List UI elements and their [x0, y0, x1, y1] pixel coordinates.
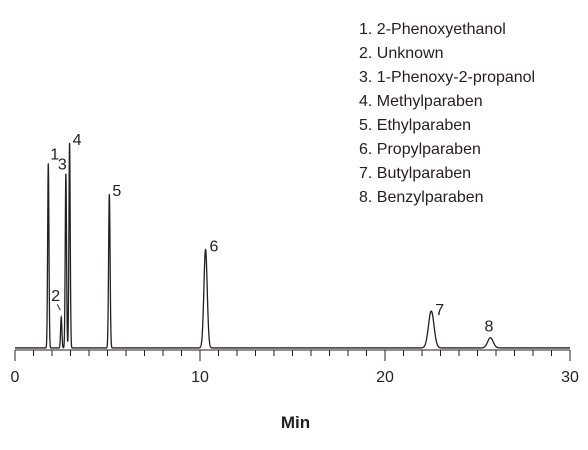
peak-label-5: 5: [112, 183, 121, 200]
peak-2-leader-line: [56, 303, 61, 311]
legend-item: 3. 1-Phenoxy-2-propanol: [359, 69, 535, 86]
x-tick-label: 30: [561, 369, 579, 386]
peak-label-4: 4: [73, 132, 82, 149]
x-tick-label: 0: [11, 369, 20, 386]
peak-legend: 1. 2-Phenoxyethanol 2. Unknown 3. 1-Phenox…: [359, 21, 535, 206]
legend-item: 2. Unknown: [359, 45, 444, 62]
legend-item: 4. Methylparaben: [359, 93, 483, 110]
legend-item: 1. 2-Phenoxyethanol: [359, 21, 506, 38]
x-axis-tick-labels: 0 10 20 30: [11, 369, 579, 386]
peak-label-1: 1: [50, 146, 59, 163]
x-axis-title: Min: [281, 413, 310, 432]
peak-label-6: 6: [210, 239, 219, 256]
legend-item: 6. Propylparaben: [359, 141, 481, 158]
legend-item: 7. Butylparaben: [359, 165, 471, 182]
x-tick-label: 10: [191, 369, 209, 386]
x-axis-ticks: [14, 350, 571, 361]
peak-label-3: 3: [58, 157, 67, 174]
peak-label-2: 2: [51, 288, 60, 305]
chromatogram-trace: [15, 142, 570, 349]
legend-item: 8. Benzylparaben: [359, 189, 484, 206]
peak-label-7: 7: [435, 302, 444, 319]
legend-item: 5. Ethylparaben: [359, 117, 471, 134]
peak-label-8: 8: [484, 319, 493, 336]
x-tick-label: 20: [376, 369, 394, 386]
peak-labels: 1 2 34 5 6 7 8: [50, 132, 493, 336]
